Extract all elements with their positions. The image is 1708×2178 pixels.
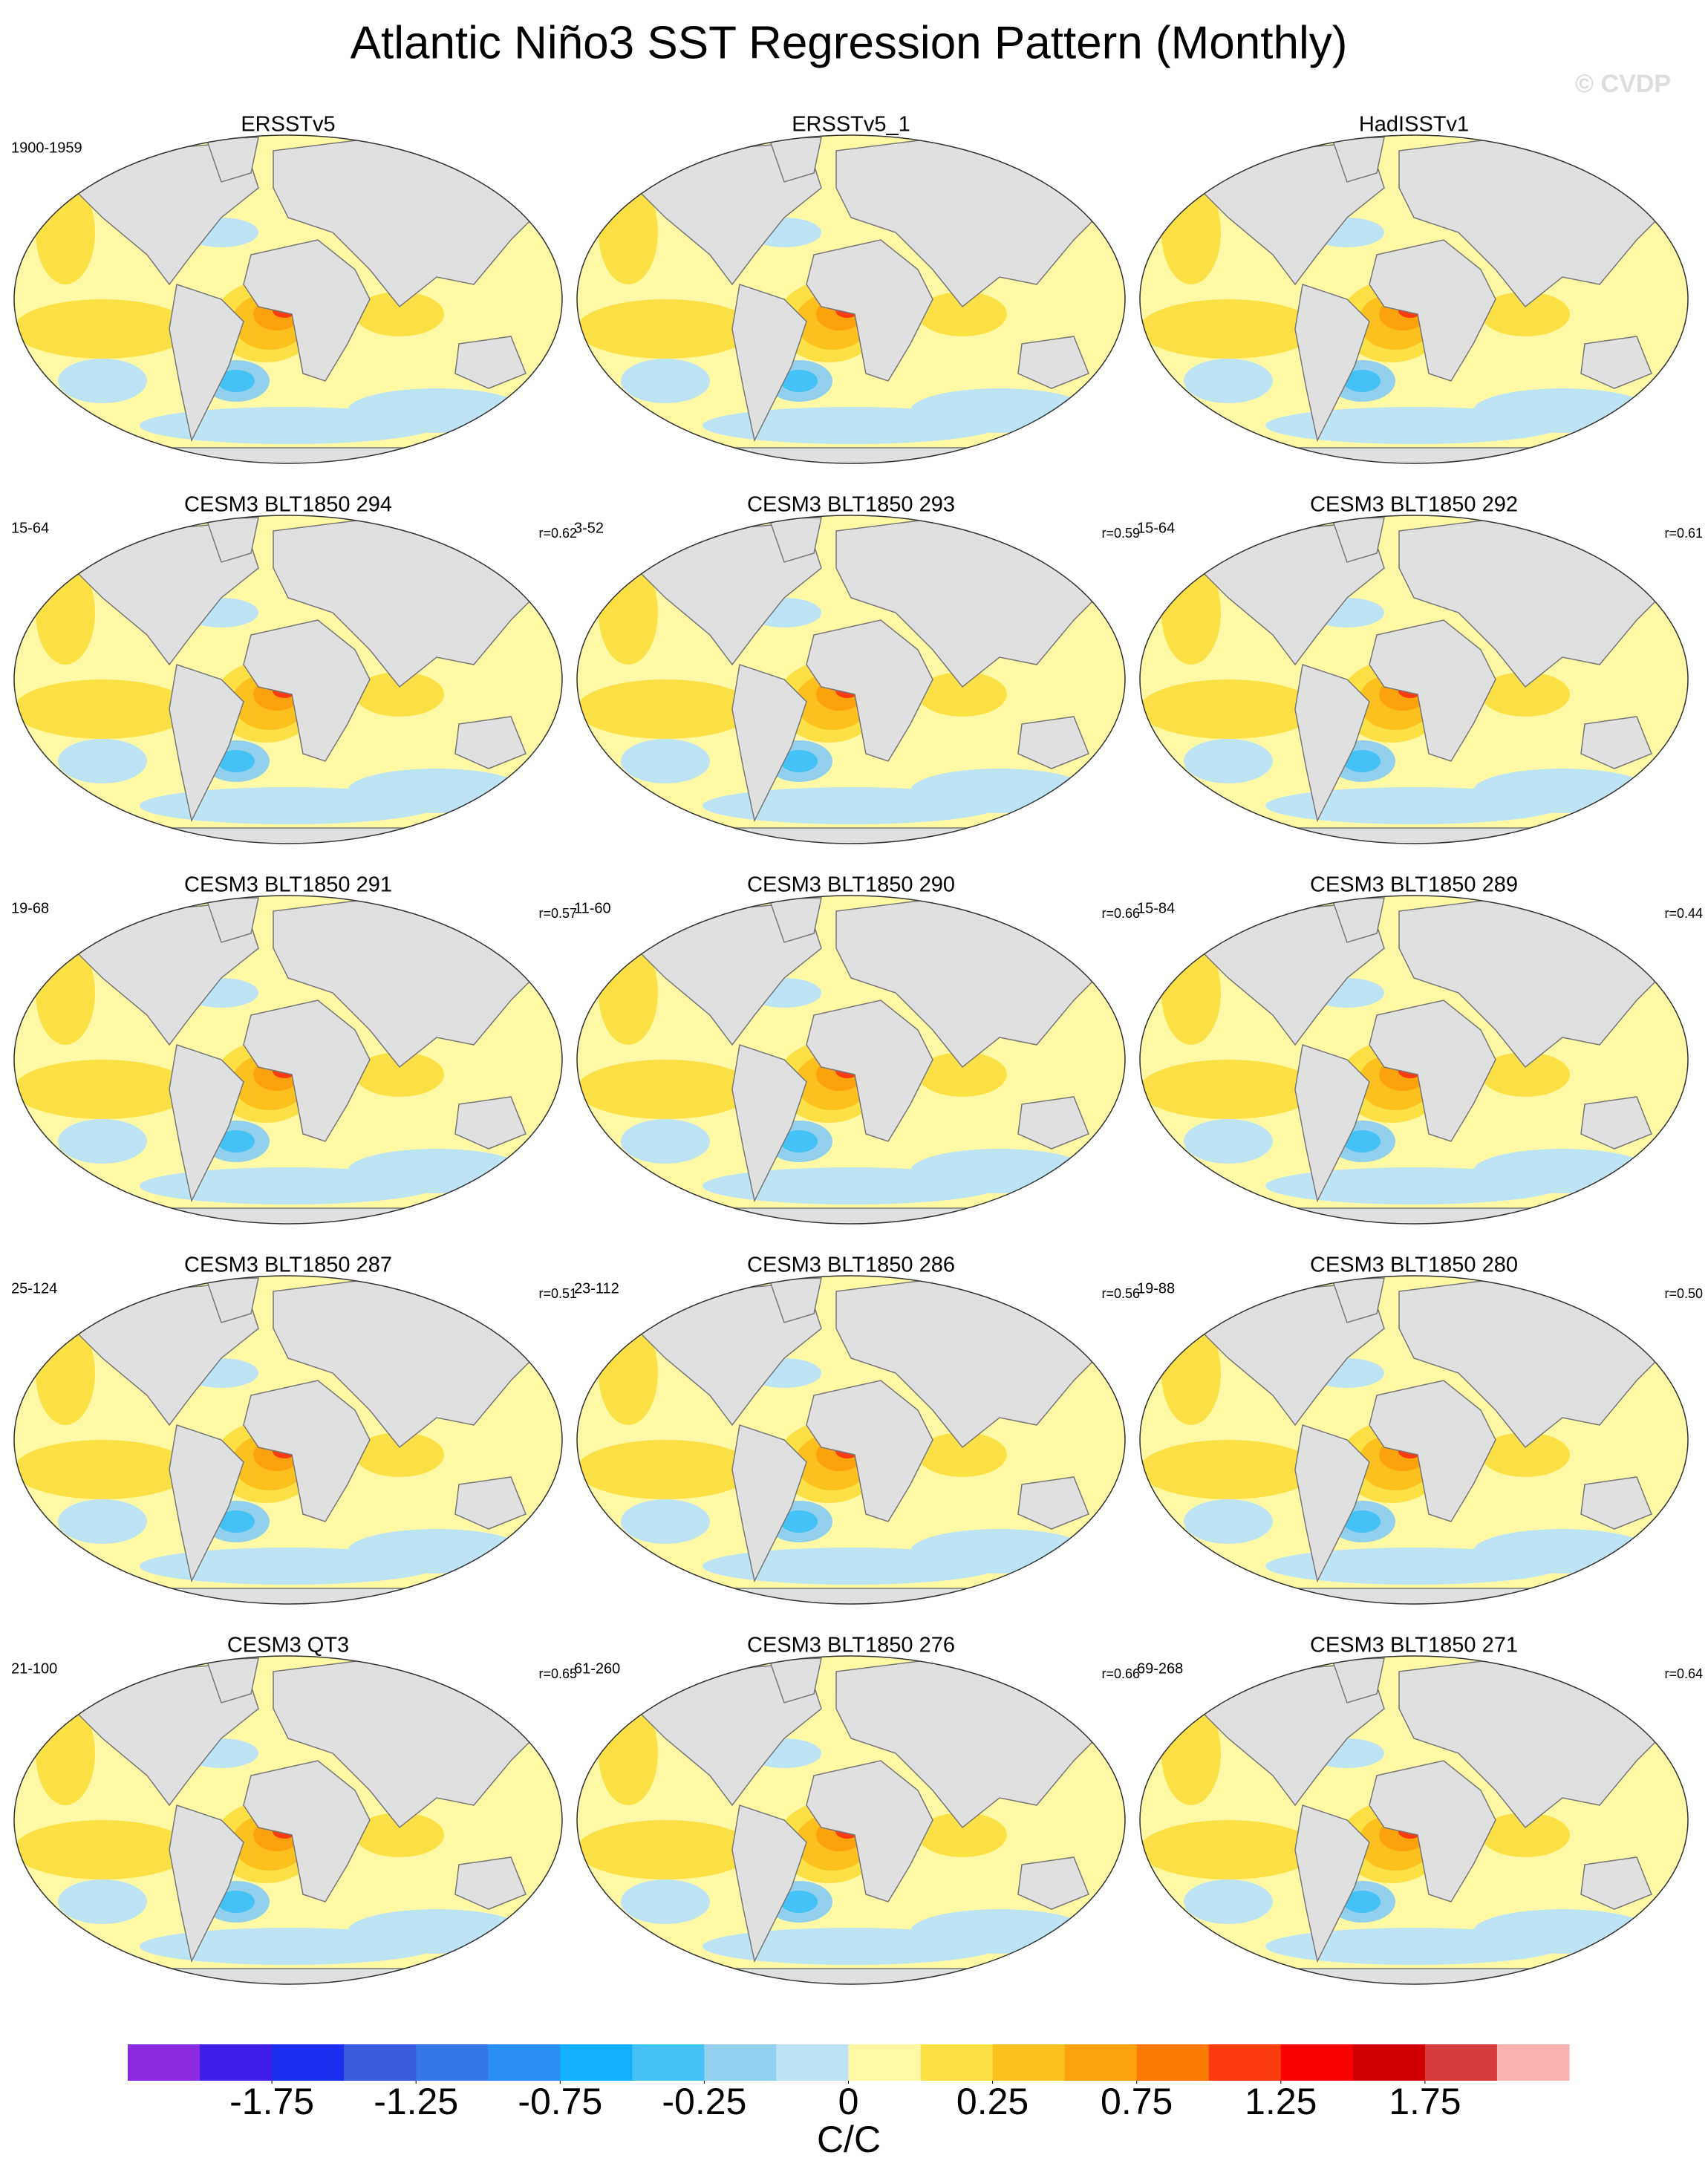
panel-period: 21-100 xyxy=(11,1660,57,1677)
colorbar-box xyxy=(488,2044,561,2081)
colorbar-tick-label: 1.25 xyxy=(1245,2081,1317,2122)
colorbar-tick-label: -1.25 xyxy=(374,2081,458,2122)
panel-title: ERSSTv5_1 xyxy=(792,113,910,137)
colorbar-box xyxy=(200,2044,273,2081)
map-panel xyxy=(13,515,563,846)
colorbar-box xyxy=(1424,2044,1498,2081)
colorbar-box xyxy=(128,2044,201,2081)
panel-correlation: r=0.56 xyxy=(1101,1286,1140,1301)
panel-title: CESM3 BLT1850 291 xyxy=(184,873,392,897)
colorbar-tick-label: 0.25 xyxy=(956,2081,1029,2122)
map-panel xyxy=(1139,134,1689,466)
colorbar-box xyxy=(1352,2044,1426,2081)
colorbar-box xyxy=(1208,2044,1282,2081)
colorbar-box xyxy=(992,2044,1066,2081)
panel-title: CESM3 BLT1850 271 xyxy=(1310,1634,1518,1657)
colorbar-tick-label: -0.25 xyxy=(662,2081,746,2122)
map-panel xyxy=(1139,1655,1689,1986)
map-panel xyxy=(1139,895,1689,1226)
panel-correlation: r=0.59 xyxy=(1101,526,1140,541)
colorbar-tick-label: -1.75 xyxy=(229,2081,314,2122)
panel-period: 15-64 xyxy=(1137,520,1175,536)
colorbar-box xyxy=(1064,2044,1138,2081)
panel-period: 19-88 xyxy=(1137,1280,1175,1297)
panel-period: 69-268 xyxy=(1137,1660,1183,1677)
panel-correlation: r=0.44 xyxy=(1664,906,1703,921)
map-panel xyxy=(576,515,1126,846)
panel-correlation: r=0.66 xyxy=(1101,1666,1140,1681)
panel-title: CESM3 BLT1850 289 xyxy=(1310,873,1518,897)
panel-period: 61-260 xyxy=(574,1660,620,1677)
colorbar-box xyxy=(1496,2044,1570,2081)
map-panel xyxy=(576,134,1126,466)
colorbar-box xyxy=(344,2044,417,2081)
panel-title: CESM3 BLT1850 287 xyxy=(184,1253,392,1277)
colorbar-tick-label: 0.75 xyxy=(1101,2081,1173,2122)
colorbar-box xyxy=(416,2044,489,2081)
panel-correlation: r=0.51 xyxy=(538,1286,577,1301)
panel-correlation: r=0.61 xyxy=(1664,526,1703,541)
panel-correlation: r=0.66 xyxy=(1101,906,1140,921)
panel-period: 23-112 xyxy=(574,1280,619,1297)
map-panel xyxy=(13,134,563,466)
panel-title: CESM3 BLT1850 294 xyxy=(184,493,392,517)
watermark: © CVDP xyxy=(1575,70,1671,98)
panel-title: CESM3 BLT1850 276 xyxy=(747,1634,955,1657)
panel-correlation: r=0.50 xyxy=(1664,1286,1703,1301)
panel-title: CESM3 BLT1850 292 xyxy=(1310,493,1518,517)
colorbar-box xyxy=(704,2044,777,2081)
map-panel xyxy=(576,1275,1126,1606)
colorbar-label: C/C xyxy=(817,2119,881,2160)
panel-title: CESM3 BLT1850 290 xyxy=(747,873,955,897)
map-panel xyxy=(13,895,563,1226)
colorbar-box xyxy=(632,2044,705,2081)
figure-title: Atlantic Niño3 SST Regression Pattern (M… xyxy=(351,17,1348,68)
panel-period: 3-52 xyxy=(574,520,604,536)
map-panel xyxy=(576,1655,1126,1986)
panel-period: 15-64 xyxy=(11,520,49,536)
panel-period: 19-68 xyxy=(11,900,49,916)
colorbar-box xyxy=(1280,2044,1354,2081)
panel-period: 11-60 xyxy=(574,900,611,916)
colorbar-box xyxy=(776,2044,849,2081)
colorbar-box xyxy=(920,2044,994,2081)
map-panel xyxy=(576,895,1126,1226)
colorbar-box xyxy=(1136,2044,1210,2081)
panel-title: CESM3 QT3 xyxy=(227,1634,349,1657)
panel-period: 25-124 xyxy=(11,1280,57,1297)
panel-correlation: r=0.65 xyxy=(538,1666,577,1681)
panel-correlation: r=0.57 xyxy=(538,906,577,921)
colorbar-tick-label: 1.75 xyxy=(1389,2081,1461,2122)
panel-title: CESM3 BLT1850 286 xyxy=(747,1253,955,1277)
colorbar-tick-label: -0.75 xyxy=(518,2081,602,2122)
panel-title: CESM3 BLT1850 293 xyxy=(747,493,955,517)
map-panel xyxy=(1139,515,1689,846)
map-panel xyxy=(13,1655,563,1986)
colorbar-box xyxy=(560,2044,633,2081)
map-panel xyxy=(13,1275,563,1606)
panel-period: 15-84 xyxy=(1137,900,1175,916)
panel-title: ERSSTv5 xyxy=(241,113,335,137)
colorbar-box xyxy=(272,2044,345,2081)
panel-period: 1900-1959 xyxy=(11,140,82,156)
colorbar-box xyxy=(848,2044,922,2081)
panel-correlation: r=0.62 xyxy=(538,526,577,541)
colorbar-tick-label: 0 xyxy=(838,2081,859,2122)
map-panel xyxy=(1139,1275,1689,1606)
panel-correlation: r=0.64 xyxy=(1664,1666,1703,1681)
panel-title: HadISSTv1 xyxy=(1359,113,1469,137)
panel-title: CESM3 BLT1850 280 xyxy=(1310,1253,1518,1277)
